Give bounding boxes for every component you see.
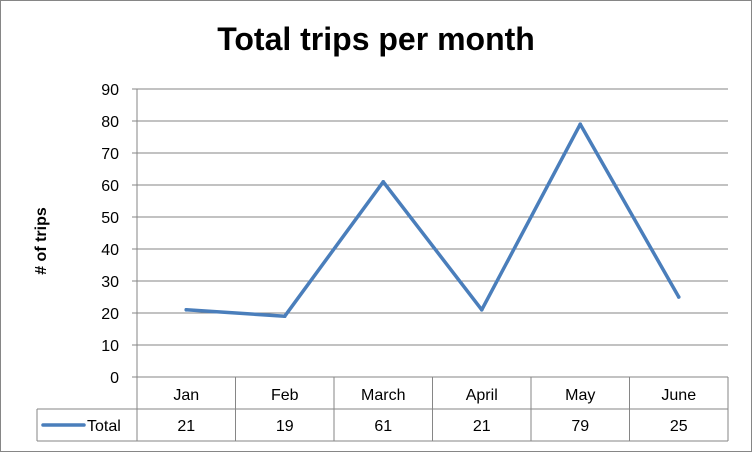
x-tick-label: Feb — [271, 387, 299, 404]
data-point — [184, 308, 189, 312]
x-tick-label: June — [661, 387, 696, 404]
x-tick-label: March — [361, 387, 405, 404]
series-line — [184, 122, 681, 318]
y-tick-label: 40 — [101, 242, 119, 259]
y-tick-label: 0 — [110, 370, 119, 387]
y-tick-label: 60 — [101, 178, 119, 195]
data-point — [479, 308, 484, 312]
x-tick-label: April — [466, 387, 498, 404]
y-tick-label: 10 — [101, 338, 119, 355]
y-tick-label: 30 — [101, 274, 119, 291]
chart-title: Total trips per month — [217, 21, 535, 57]
y-tick-label: 50 — [101, 210, 119, 227]
data-table-value: 25 — [670, 418, 688, 435]
data-table-value: 21 — [177, 418, 195, 435]
data-point — [381, 180, 386, 184]
data-table-value: 19 — [276, 418, 294, 435]
x-tick-label: Jan — [173, 387, 199, 404]
data-table-value: 61 — [374, 418, 392, 435]
legend-label: Total — [87, 418, 121, 435]
y-tick-label: 70 — [101, 146, 119, 163]
data-table-value: 21 — [473, 418, 491, 435]
y-tick-label: 80 — [101, 114, 119, 131]
data-point — [282, 314, 287, 319]
y-tick-label: 90 — [101, 82, 119, 99]
y-tick-label: 20 — [101, 306, 119, 323]
data-table-value: 79 — [571, 418, 589, 435]
data-point — [676, 295, 681, 299]
data-point — [578, 122, 583, 126]
x-tick-label: May — [565, 387, 595, 404]
